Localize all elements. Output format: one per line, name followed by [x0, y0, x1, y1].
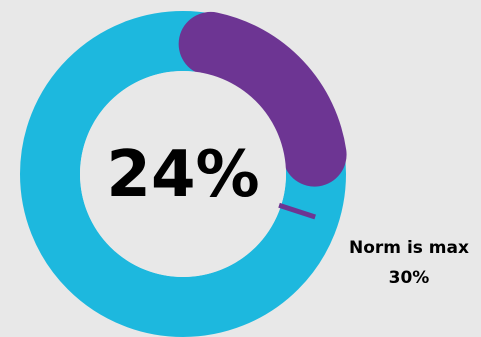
- donut-hole: [80, 71, 286, 277]
- norm-marker: [278, 202, 316, 220]
- value-arc: [178, 11, 347, 187]
- center-value-label: 24%: [106, 138, 259, 212]
- norm-label-line2: 30%: [389, 268, 430, 288]
- norm-label-line1: Norm is max: [349, 238, 469, 258]
